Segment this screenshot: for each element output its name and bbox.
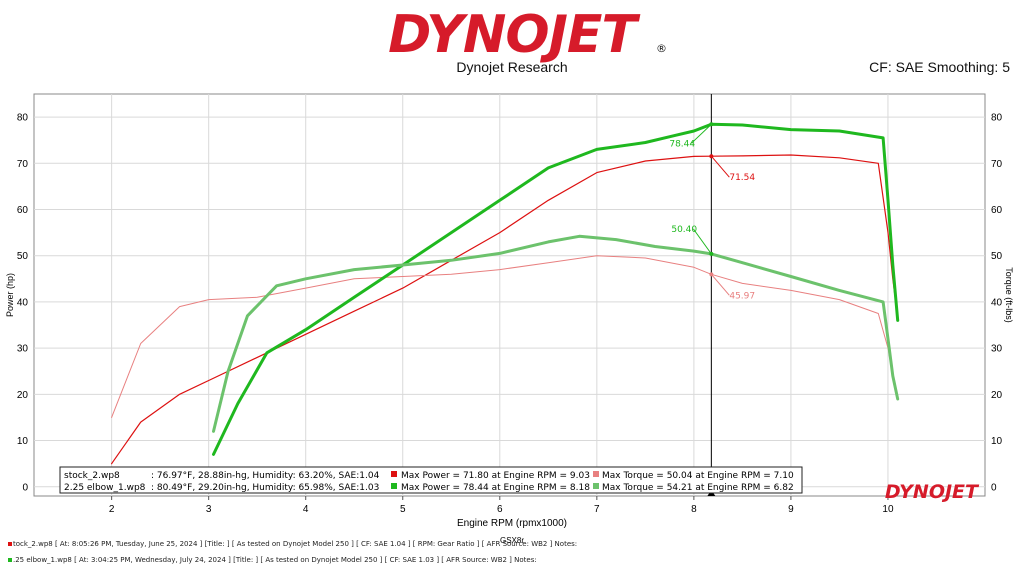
y-tick-label-right: 30 (991, 344, 1003, 355)
legend-row2-power: Max Power = 78.44 at Engine RPM = 8.18 (401, 483, 590, 493)
legend-row2-torque: Max Torque = 54.21 at Engine RPM = 6.82 (602, 483, 794, 493)
y-tick-label-left: 80 (17, 113, 29, 124)
annotation-label-2: 50.40 (671, 225, 697, 235)
y-tick-label-right: 20 (991, 390, 1003, 401)
legend-row1-conditions: : 76.97°F, 28.88in-hg, Humidity: 63.20%,… (151, 471, 380, 481)
annotation-leader-2 (692, 228, 712, 255)
x-tick-label: 8 (691, 504, 697, 515)
x-tick-label: 9 (788, 504, 794, 515)
annotation-leader-0 (691, 123, 712, 144)
footer-run-1-swatch (8, 542, 12, 546)
y-tick-label-right: 50 (991, 251, 1003, 262)
footer-run-1-text: tock_2.wp8 [ At: 8:05:26 PM, Tuesday, Ju… (13, 540, 578, 548)
y-tick-label-left: 60 (17, 205, 29, 216)
y-tick-label-right: 80 (991, 113, 1003, 124)
series-2-power-line (212, 122, 900, 456)
y-axis-label-left: Power (hp) (5, 273, 15, 317)
annotation-point-3 (709, 272, 714, 277)
legend-row1-power: Max Power = 71.80 at Engine RPM = 9.03 (401, 471, 590, 481)
cursor-run-label: GSX8r (500, 536, 524, 545)
x-axis-label: Engine RPM (rpmx1000) (457, 518, 567, 529)
legend-row2-file: 2.25 elbow_1.wp8 (64, 483, 146, 493)
series-3-torque-line (212, 234, 900, 433)
annotation-label-1: 71.54 (729, 173, 755, 183)
footer-run-2-text: .25 elbow_1.wp8 [ At: 3:04:25 PM, Wednes… (13, 556, 537, 564)
legend-row1-torque: Max Torque = 50.04 at Engine RPM = 7.10 (602, 471, 794, 481)
plot-area (33, 93, 986, 497)
y-tick-label-left: 20 (17, 390, 29, 401)
y-tick-label-left: 0 (22, 482, 28, 493)
y-tick-label-right: 10 (991, 436, 1003, 447)
x-tick-label: 4 (303, 504, 309, 515)
legend-row1-torque-swatch (593, 471, 599, 477)
footer-run-info-1: tock_2.wp8 [ At: 8:05:26 PM, Tuesday, Ju… (8, 540, 577, 548)
annotation-point-0 (709, 122, 714, 127)
footer-run-2-swatch (8, 558, 12, 562)
legend-row2-power-swatch (391, 483, 397, 489)
legend-row2-conditions: : 80.49°F, 29.20in-hg, Humidity: 65.98%,… (151, 483, 379, 493)
series-1-torque-line (111, 255, 897, 418)
company-title: Dynojet Research (456, 59, 567, 75)
y-tick-label-left: 10 (17, 436, 29, 447)
y-tick-label-right: 0 (991, 482, 997, 493)
legend-row1-file: stock_2.wp8 (64, 471, 120, 481)
dynojet-watermark: DYNOJET (885, 481, 980, 503)
y-tick-label-right: 60 (991, 205, 1003, 216)
axes: 2 3 4 5 6 7 8 9 10 0 0 10 10 20 20 30 30 40 40 50 50 60 60 70 70… (17, 113, 1003, 515)
y-axis-label-right: Torque (ft-lbs) (1004, 267, 1014, 323)
x-tick-label: 10 (882, 504, 894, 515)
y-tick-label-left: 50 (17, 251, 29, 262)
annotation-label-0: 78.44 (669, 139, 695, 149)
y-tick-label-right: 40 (991, 297, 1003, 308)
y-tick-label-left: 30 (17, 344, 29, 355)
series-0-power-line (110, 154, 897, 465)
x-tick-label: 6 (497, 504, 503, 515)
grid-lines (34, 94, 985, 496)
annotation-point-2 (709, 251, 714, 256)
annotation-leader-1 (710, 155, 730, 178)
legend-row1-power-swatch (391, 471, 397, 477)
correction-info: CF: SAE Smoothing: 5 (869, 59, 1010, 75)
series-layer (110, 122, 900, 465)
y-tick-label-right: 70 (991, 159, 1003, 170)
legend-row2-torque-swatch (593, 483, 599, 489)
logo-registered-mark: ® (656, 42, 667, 55)
y-tick-label-left: 40 (17, 297, 29, 308)
y-tick-label-left: 70 (17, 159, 29, 170)
footer-run-info-2: .25 elbow_1.wp8 [ At: 3:04:25 PM, Wednes… (8, 556, 537, 564)
x-tick-label: 2 (109, 504, 115, 515)
x-tick-label: 5 (400, 504, 406, 515)
legend-box: stock_2.wp8 : 76.97°F, 28.88in-hg, Humid… (59, 466, 803, 494)
peak-annotations: 78.44 71.54 50.40 45.97 (669, 122, 755, 301)
x-tick-label: 3 (206, 504, 212, 515)
annotation-leader-3 (710, 274, 730, 296)
x-tick-label: 7 (594, 504, 600, 515)
dynojet-logo: DYNOJET (388, 5, 640, 65)
annotation-label-3: 45.97 (729, 291, 755, 301)
annotation-point-1 (709, 154, 714, 159)
